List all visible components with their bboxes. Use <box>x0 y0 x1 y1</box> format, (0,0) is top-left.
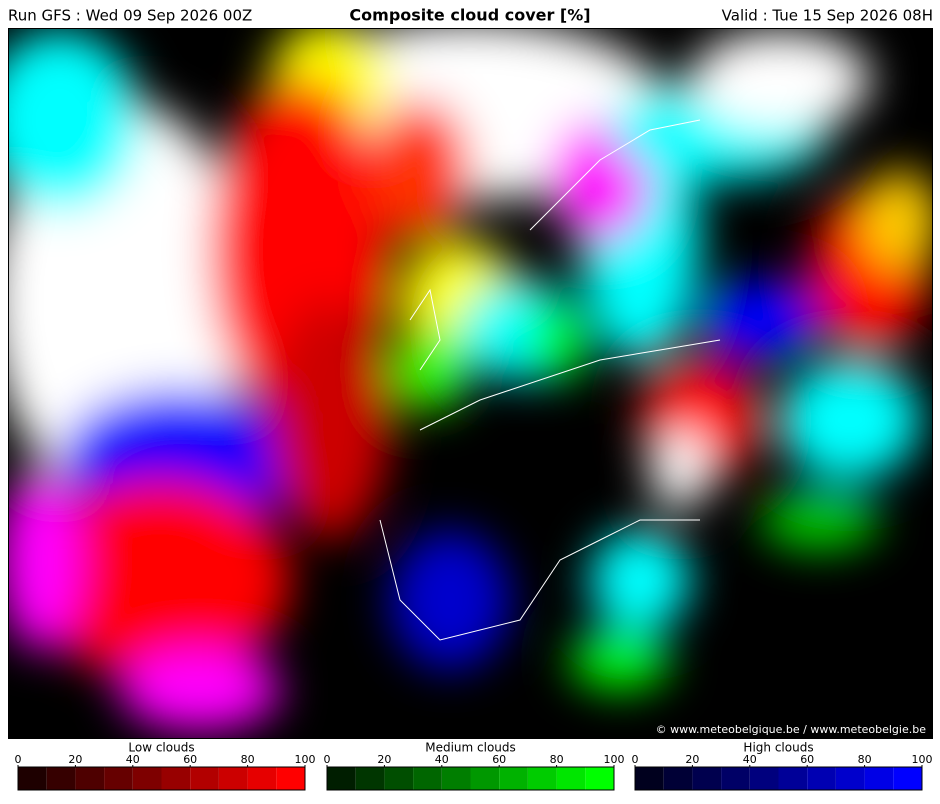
legends: Low clouds 0 20 40 60 80 100 Medium clouds 0 20 40… <box>15 741 933 791</box>
legend-tick-label: 60 <box>492 753 506 766</box>
legend-frame <box>634 766 923 791</box>
legend-tick-label: 80 <box>550 753 564 766</box>
legend-tick-label: 20 <box>377 753 391 766</box>
legend-tick-label: 100 <box>912 753 933 766</box>
legend-tick-label: 40 <box>435 753 449 766</box>
map-title: Composite cloud cover [%] <box>349 6 590 25</box>
legend-swatch <box>247 767 277 790</box>
legend-swatch <box>190 767 219 790</box>
legend-swatch <box>527 767 557 790</box>
legend-swatch <box>635 767 664 790</box>
legend-swatch <box>355 767 385 790</box>
legend-swatch <box>807 767 836 790</box>
legend-tick-label: 100 <box>604 753 625 766</box>
legend-tick-label: 60 <box>183 753 197 766</box>
legend-title: Low clouds <box>128 741 194 755</box>
run-label: Run GFS : Wed 09 Sep 2026 00Z <box>8 7 252 25</box>
legend-swatch <box>413 767 442 790</box>
legend-swatch <box>384 767 414 790</box>
legend-tick-label: 0 <box>324 753 331 766</box>
cloud-map <box>8 28 933 739</box>
legend-swatch <box>721 767 750 790</box>
legend-title: Medium clouds <box>425 741 516 755</box>
legend-swatch <box>218 767 248 790</box>
legend-tick-label: 60 <box>800 753 814 766</box>
legend-swatch <box>864 767 894 790</box>
legend-swatch <box>75 767 105 790</box>
legend-swatch <box>749 767 779 790</box>
legend-swatch <box>499 767 528 790</box>
legend-tick-label: 0 <box>15 753 22 766</box>
legend-swatch <box>692 767 722 790</box>
legend-swatch <box>104 767 133 790</box>
legend-tick-label: 100 <box>295 753 316 766</box>
legend-swatch <box>835 767 865 790</box>
legend-title: High clouds <box>743 741 813 755</box>
legend-swatch <box>46 767 76 790</box>
legend-tick-label: 80 <box>858 753 872 766</box>
legend-swatch <box>441 767 471 790</box>
legend-tick-label: 40 <box>126 753 140 766</box>
legend-swatch <box>132 767 162 790</box>
legend-swatch <box>161 767 191 790</box>
legend-swatch <box>470 767 500 790</box>
legend-swatch <box>778 767 808 790</box>
valid-label: Valid : Tue 15 Sep 2026 08H <box>722 7 933 25</box>
legend-tick-label: 20 <box>685 753 699 766</box>
legend-swatch <box>556 767 586 790</box>
legend-swatch <box>327 767 356 790</box>
legend-swatch <box>585 767 614 790</box>
legend-swatch <box>663 767 693 790</box>
legend-tick-label: 40 <box>743 753 757 766</box>
legend-swatch <box>18 767 47 790</box>
legend-frame <box>17 766 306 791</box>
legend-tick-label: 80 <box>241 753 255 766</box>
legend-swatch <box>276 767 305 790</box>
legend-tick-label: 20 <box>68 753 82 766</box>
legend-frame <box>326 766 615 791</box>
legend-tick-label: 0 <box>632 753 639 766</box>
credit: © www.meteobelgique.be / www.meteobelgie… <box>656 723 927 736</box>
legend-swatch <box>893 767 922 790</box>
